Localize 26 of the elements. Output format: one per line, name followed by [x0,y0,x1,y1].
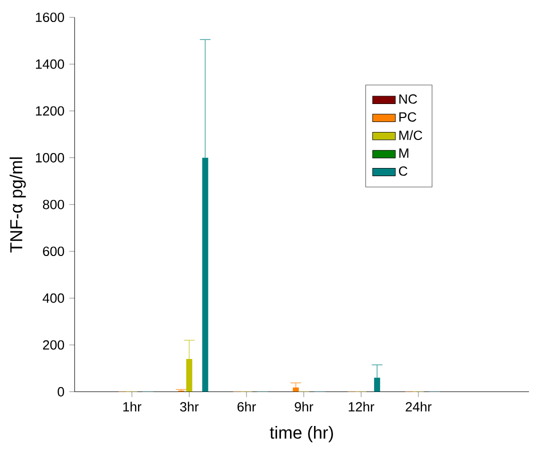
legend-label: M [399,148,408,158]
y-tick-label: 400 [42,293,64,303]
x-tick-label: 9hr [294,402,314,412]
y-tick-label: 800 [42,200,64,210]
y-tick-label: 0 [58,387,64,396]
bar [374,378,380,392]
x-tick-label: 3hr [180,402,199,412]
legend-label: C [398,166,408,176]
y-tick-label: 1000 [36,153,64,162]
x-tick-label: 1hr [123,402,142,412]
x-tick-label: 6hr [238,402,256,412]
legend-label: PC [399,112,416,122]
bar [202,158,208,392]
x-tick-label: 12hr [348,402,374,412]
bar [186,358,192,392]
y-tick-label: 1200 [36,106,64,116]
legend-label: M/C [399,130,422,140]
x-tick-label: 24hr [406,402,432,412]
y-tick-label: 200 [43,340,64,350]
y-tick-label: 1400 [36,59,64,69]
y-tick-label: 1600 [36,12,64,22]
y-tick-label: 600 [43,246,64,256]
x-axis-title: time (hr) [270,426,333,442]
legend-label: NC [399,94,418,104]
y-axis-title: TNF-α pg/ml [10,157,26,252]
bar [292,388,299,392]
